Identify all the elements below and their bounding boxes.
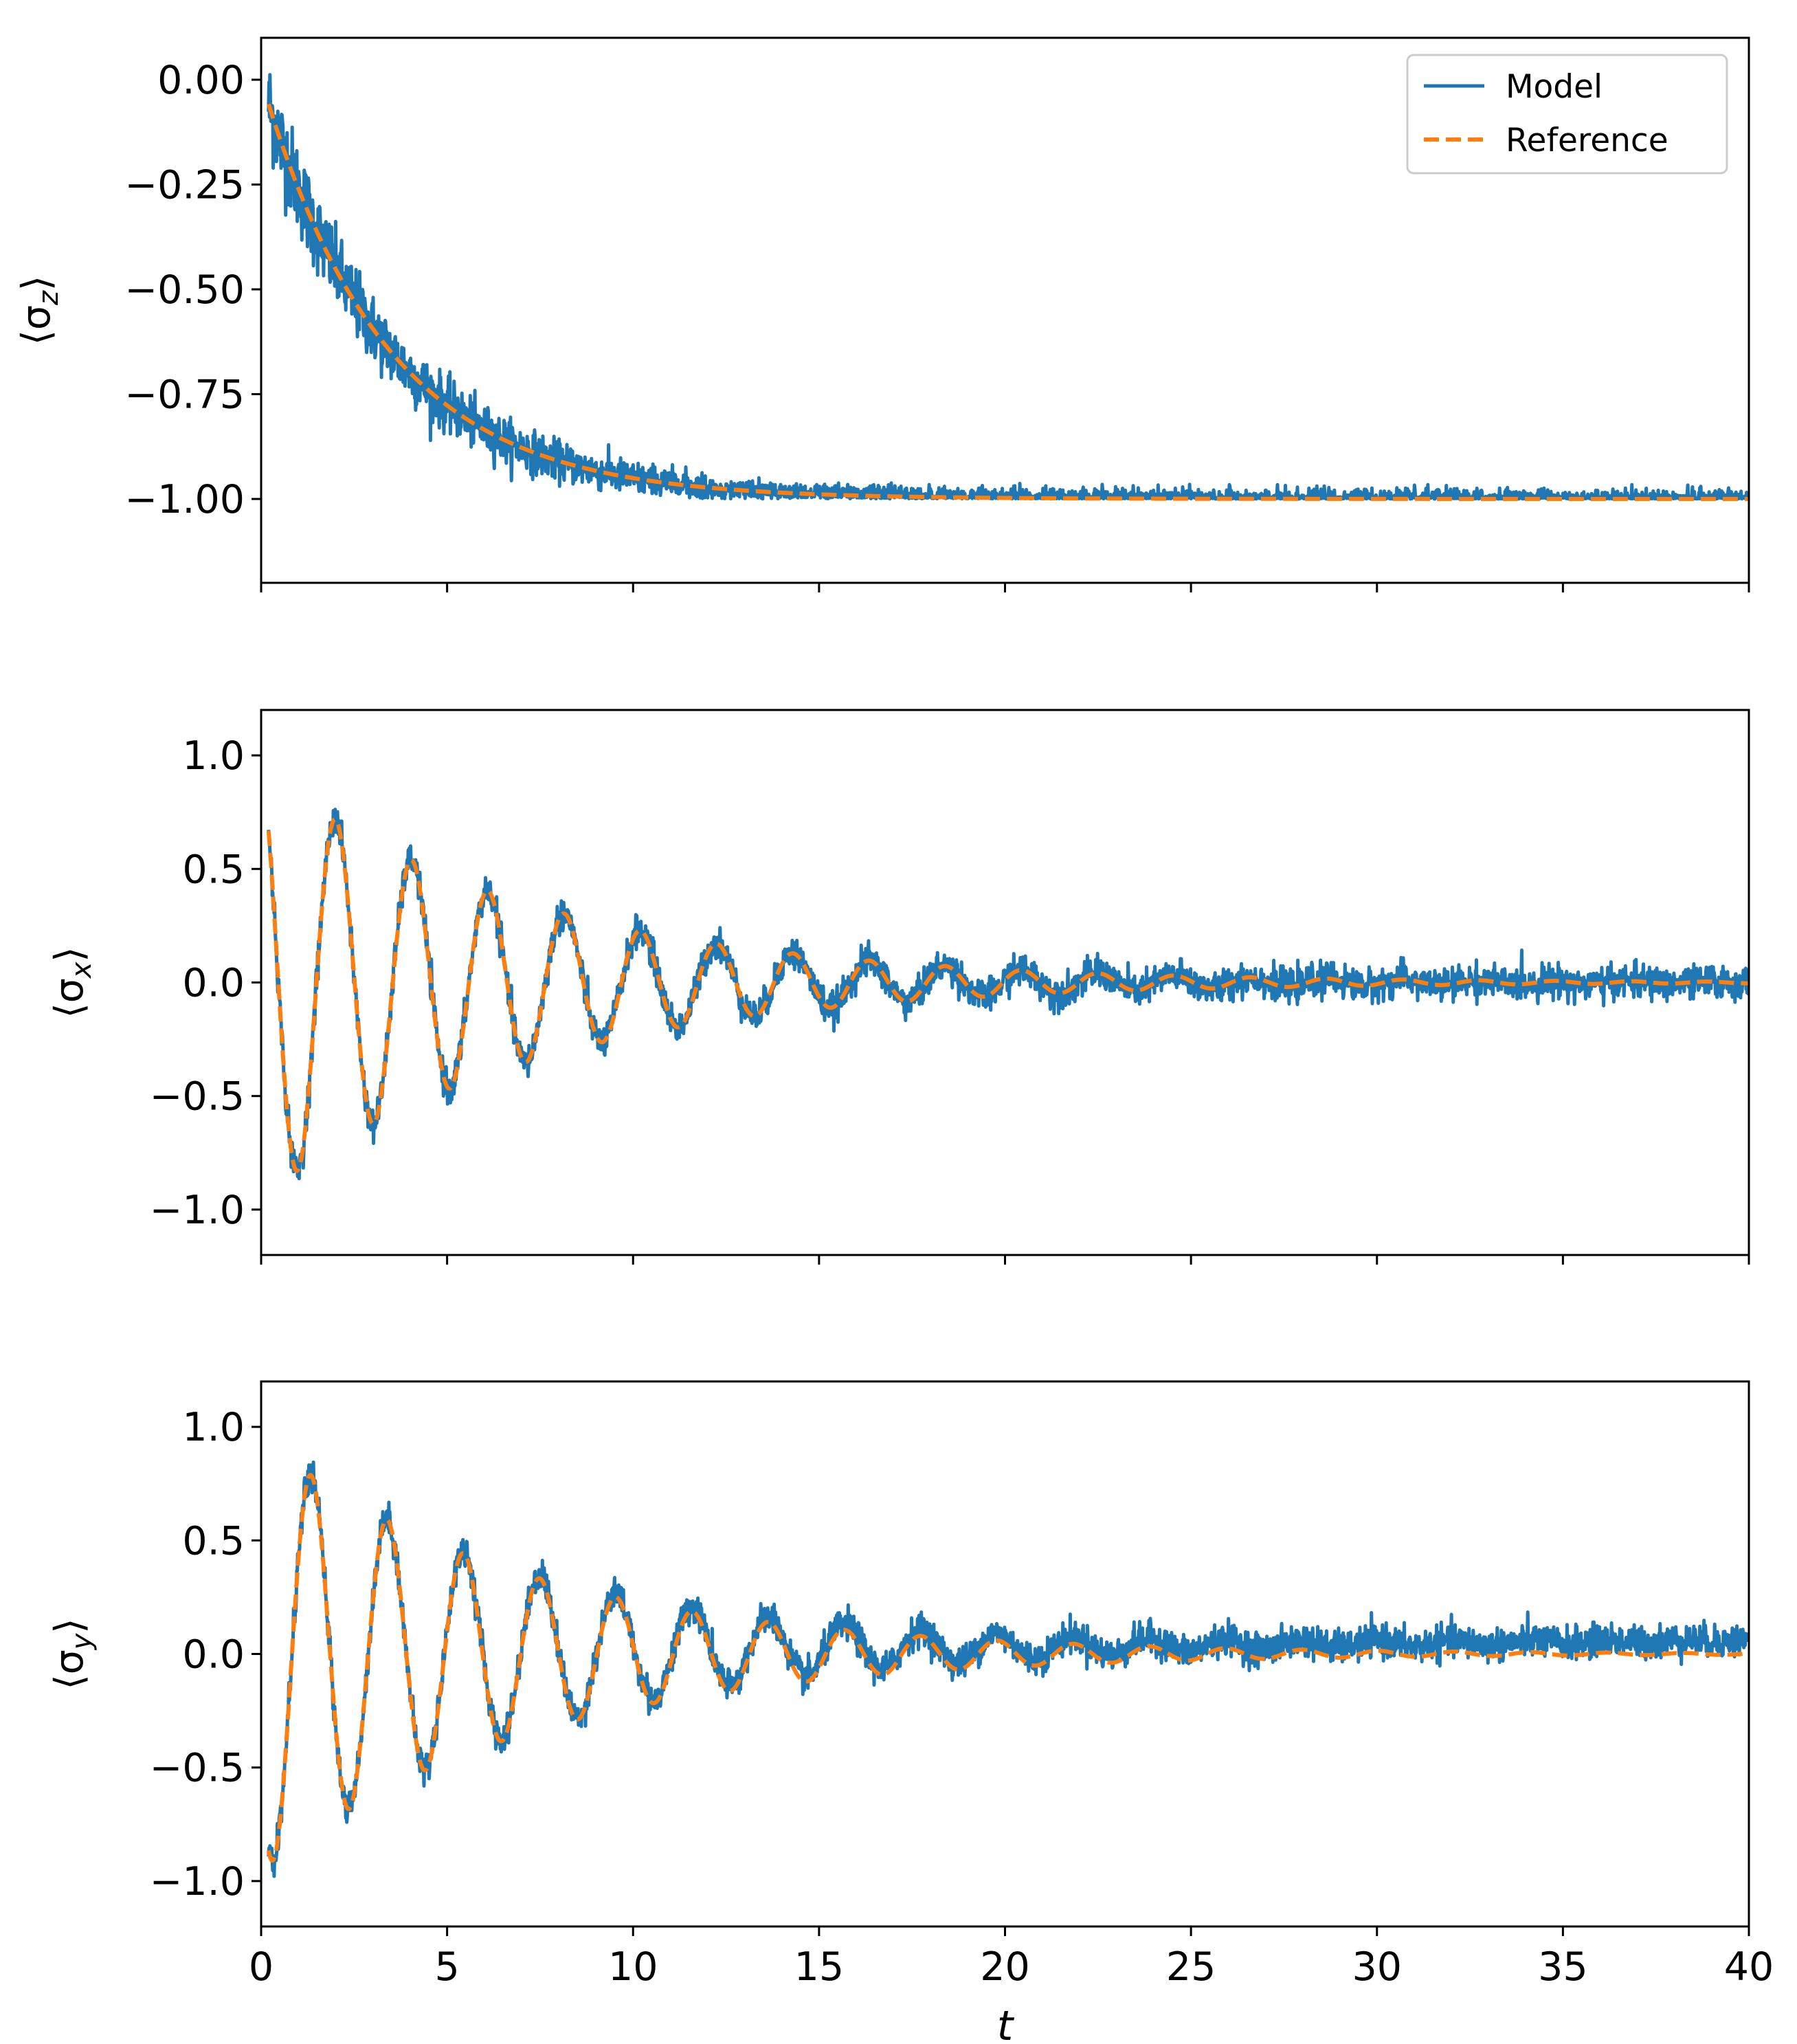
y-tick-label: −0.75 [124, 373, 245, 418]
y-tick-label: 0.5 [182, 1518, 245, 1564]
legend-box [1406, 54, 1728, 175]
y-tick-label: −1.00 [124, 477, 245, 522]
ticks-sigma-x: 1.0 0.5 0.0 −0.5 −1.0 [150, 733, 1750, 1265]
y-tick-label: 0.0 [182, 961, 245, 1006]
ticks-sigma-z: 0.00 −0.25 −0.50 −0.75 −1.00 [124, 58, 1750, 592]
x-tick-label: 15 [794, 1944, 845, 1990]
legend: Model Reference [1406, 54, 1728, 175]
y-tick-label: −0.25 [124, 163, 245, 208]
y-tick-label: 0.00 [157, 58, 245, 103]
subplot-sigma-x: 1.0 0.5 0.0 −0.5 −1.0 ⟨σx⟩ [47, 709, 1750, 1265]
series-layer-sigma-z [266, 73, 1749, 501]
y-tick-label: −1.0 [150, 1188, 245, 1233]
x-tick-label: 10 [608, 1944, 658, 1990]
x-tick-label: 40 [1724, 1944, 1774, 1990]
x-axis-label: t [997, 2002, 1015, 2044]
series-line-reference [266, 817, 1749, 1173]
y-tick-label: −0.5 [150, 1746, 245, 1791]
x-tick-label: 35 [1538, 1944, 1588, 1990]
y-tick-label: −1.0 [150, 1859, 245, 1904]
y-axis-label-sigma-y: ⟨σy⟩ [47, 1618, 98, 1689]
ticks-sigma-y: 1.0 0.5 0.0 −0.5 −1.00 5 10 15 20 25 30 35 40 [150, 1405, 1774, 1990]
x-tick-label: 25 [1166, 1944, 1216, 1990]
x-tick-label: 20 [980, 1944, 1030, 1990]
legend-label-model: Model [1506, 68, 1603, 106]
y-axis-label-sigma-z: ⟨σz⟩ [14, 276, 65, 346]
x-tick-label: 5 [434, 1944, 459, 1990]
x-tick-label: 0 [249, 1944, 274, 1990]
series-layer-sigma-y [266, 1460, 1749, 1878]
series-line-model [267, 1460, 1749, 1878]
y-tick-label: −0.50 [124, 267, 245, 313]
y-axis-label-sigma-x: ⟨σx⟩ [47, 946, 98, 1018]
y-tick-label: 0.5 [182, 847, 245, 892]
y-tick-label: 0.0 [182, 1632, 245, 1678]
series-layer-sigma-x [266, 808, 1749, 1181]
x-tick-label: 30 [1352, 1944, 1402, 1990]
y-tick-label: 1.0 [182, 1405, 245, 1450]
subplot-sigma-z: 0.00 −0.25 −0.50 −0.75 −1.00 ⟨σz⟩ Model Refer… [14, 36, 1750, 592]
series-line-model [267, 808, 1749, 1181]
subplot-sigma-y: 1.0 0.5 0.0 −0.5 −1.00 5 10 15 20 25 30 35 40 ⟨σy⟩ t [47, 1380, 1774, 2044]
y-tick-label: −0.5 [150, 1074, 245, 1120]
series-line-reference [266, 1473, 1749, 1863]
series-line-reference [266, 103, 1749, 501]
y-tick-label: 1.0 [182, 733, 245, 779]
legend-label-reference: Reference [1506, 122, 1668, 159]
